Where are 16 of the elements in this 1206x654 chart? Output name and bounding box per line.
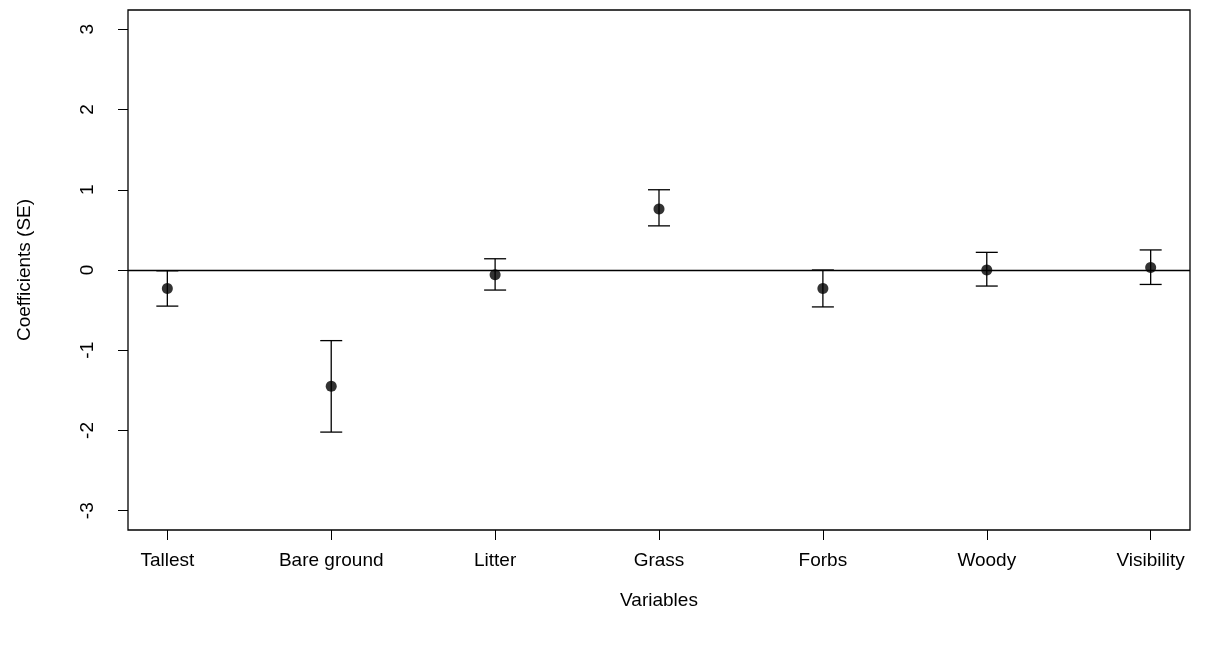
y-tick-label: 3 [76,23,97,35]
x-tick-label: Tallest [140,549,195,570]
y-tick-label: -2 [76,422,97,439]
x-tick-label: Litter [473,549,517,570]
y-tick-label: -1 [76,341,97,359]
x-tick-label: Forbs [798,549,848,570]
y-tick-label: 1 [76,184,97,196]
y-tick-label: 0 [76,264,97,276]
y-tick-label: 2 [76,104,97,115]
x-axis-title: Variables [620,589,698,610]
x-tick-label: Woody [957,549,1017,570]
x-tick-label: Grass [633,549,685,570]
y-tick-label: -3 [76,502,97,520]
y-axis-title: Coefficients (SE) [13,198,34,342]
x-tick-label: Visibility [1116,549,1186,570]
x-tick-label: Bare ground [278,549,384,570]
